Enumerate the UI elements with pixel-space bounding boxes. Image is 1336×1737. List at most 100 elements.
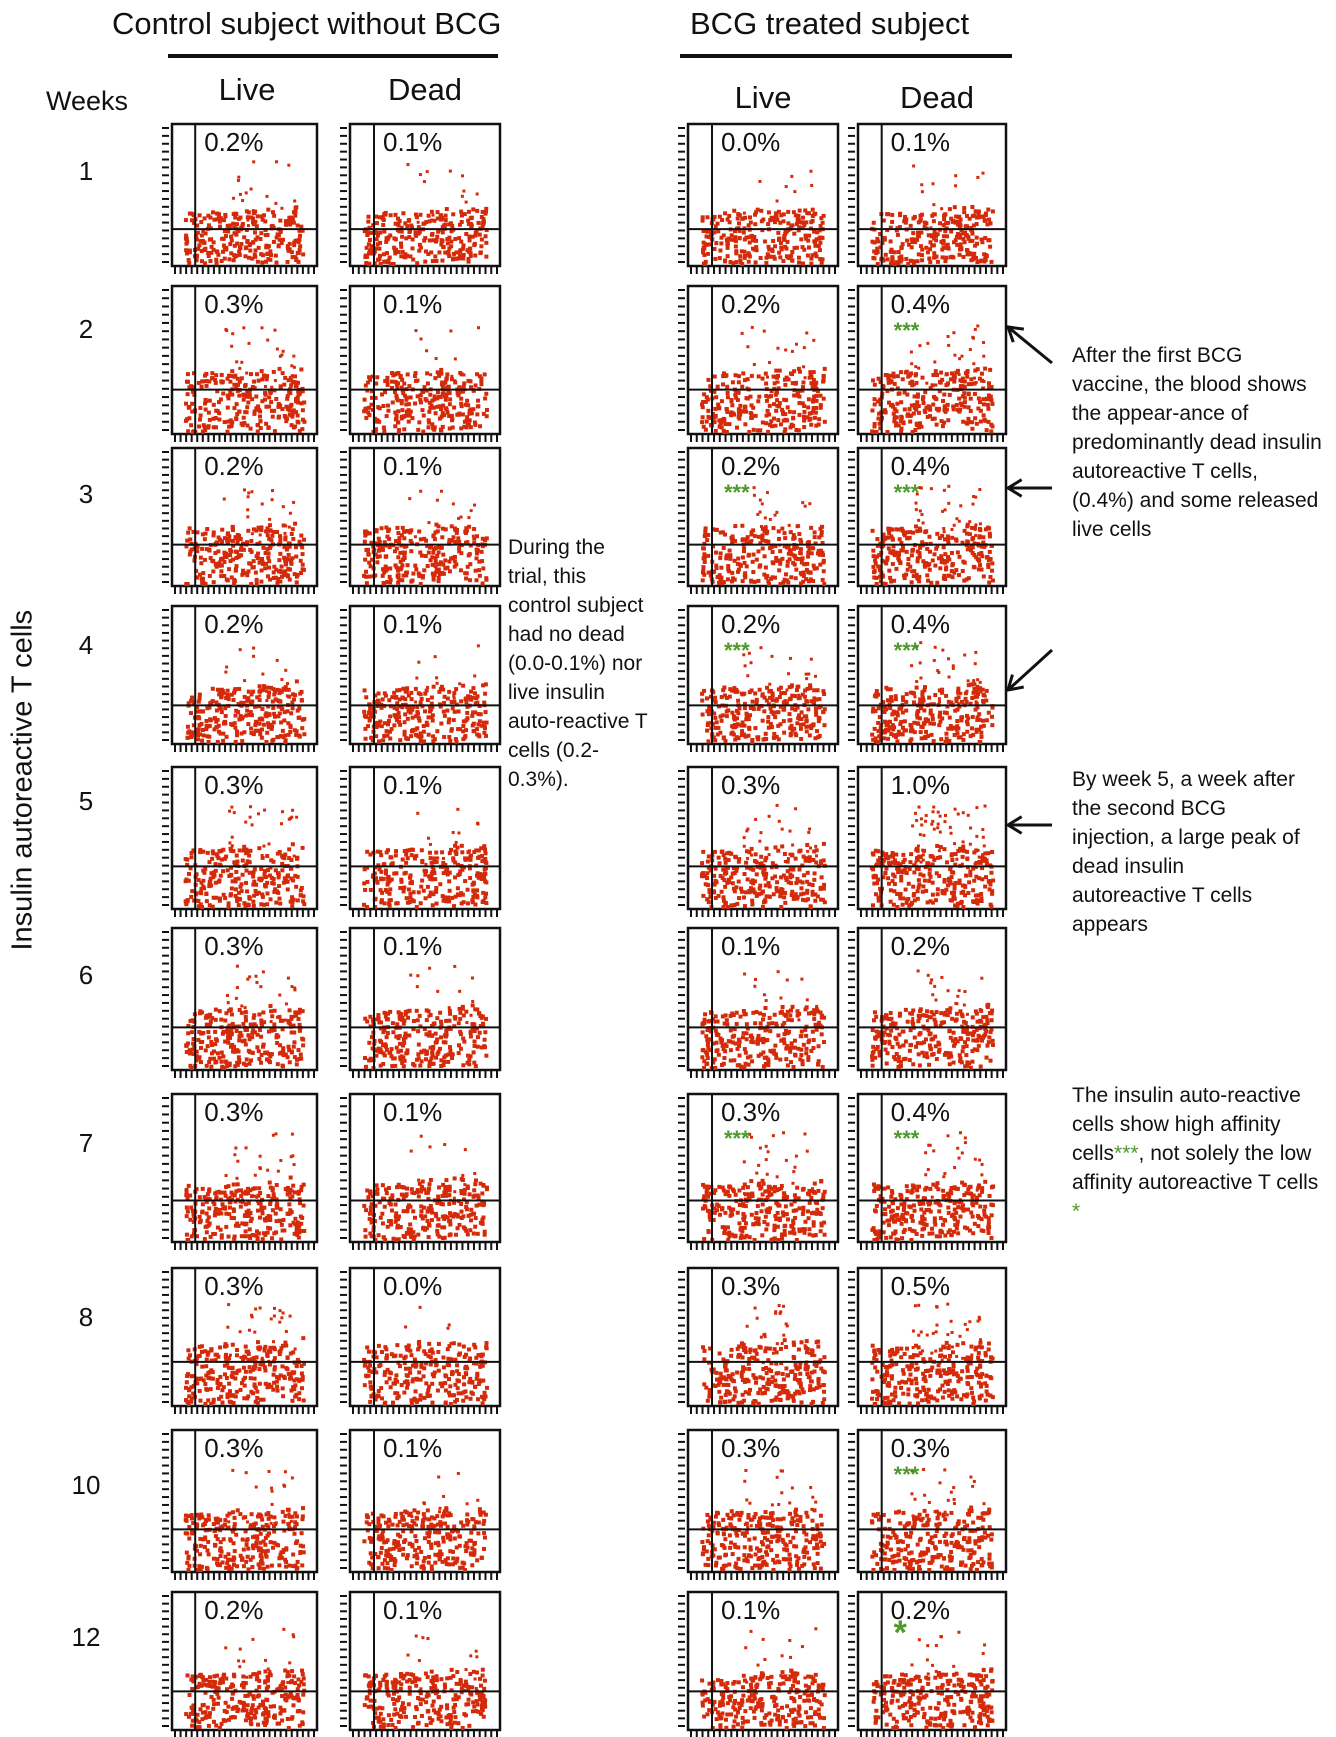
event-dot <box>292 354 296 358</box>
event-dot <box>459 515 463 519</box>
event-dot <box>224 1029 229 1034</box>
event-dot <box>297 539 302 544</box>
event-dot <box>267 395 272 400</box>
event-dot <box>292 365 296 369</box>
event-dot <box>298 893 303 898</box>
event-dot <box>186 1356 191 1361</box>
event-dot <box>457 549 462 554</box>
event-dot <box>237 1007 242 1012</box>
event-dot <box>411 890 416 895</box>
event-dot <box>430 218 434 222</box>
event-dot <box>219 1394 224 1399</box>
event-dot <box>298 1201 303 1206</box>
event-dot <box>419 848 424 853</box>
event-dot <box>288 723 293 728</box>
event-dot <box>256 1693 261 1698</box>
event-dot <box>262 1365 267 1370</box>
event-dot <box>246 722 251 727</box>
affinity-note-text: The insulin auto-reactive cells show hig… <box>1072 1084 1301 1165</box>
event-dot <box>235 859 240 864</box>
event-dot <box>292 1015 296 1019</box>
event-dot <box>187 552 192 557</box>
dot-cloud <box>185 646 307 744</box>
event-dot <box>423 691 428 696</box>
event-dot <box>207 879 212 884</box>
event-dot <box>247 341 251 345</box>
event-dot <box>255 1235 260 1240</box>
event-dot <box>288 511 292 515</box>
event-dot <box>207 573 212 578</box>
event-dot <box>458 568 463 573</box>
event-dot <box>211 247 216 252</box>
event-dot <box>250 532 254 536</box>
event-dot <box>201 1378 206 1383</box>
event-dot <box>242 488 246 492</box>
event-dot <box>287 1048 292 1053</box>
event-dot <box>267 1362 272 1367</box>
event-dot <box>224 696 229 701</box>
event-dot <box>242 694 247 699</box>
event-dot <box>437 250 442 255</box>
event-dot <box>403 870 408 875</box>
event-dot <box>280 1027 285 1032</box>
dot-plot-panel: 0.2% <box>162 122 319 274</box>
event-dot <box>257 1215 262 1220</box>
event-dot <box>269 253 274 258</box>
event-dot <box>250 1555 255 1560</box>
event-dot <box>249 1523 254 1528</box>
event-dot <box>254 1229 259 1234</box>
event-dot <box>235 1347 240 1352</box>
event-dot <box>433 530 438 535</box>
event-dot <box>414 700 418 704</box>
event-dot <box>432 537 437 542</box>
event-dot <box>208 701 213 706</box>
event-dot <box>281 505 285 509</box>
event-dot <box>387 879 392 884</box>
event-dot <box>250 1232 255 1237</box>
event-dot <box>383 379 388 384</box>
event-dot <box>245 394 250 399</box>
event-dot <box>422 568 427 573</box>
event-dot <box>441 552 446 557</box>
event-dot <box>406 163 410 167</box>
event-dot <box>364 581 369 586</box>
event-dot <box>249 1194 254 1199</box>
event-dot <box>183 857 188 862</box>
event-dot <box>281 880 286 885</box>
event-dot <box>241 397 246 402</box>
event-dot <box>211 1522 216 1527</box>
event-dot <box>422 180 426 184</box>
event-dot <box>235 1062 240 1067</box>
event-dot <box>189 547 194 552</box>
event-dot <box>256 1049 261 1054</box>
event-dot <box>229 692 234 697</box>
event-dot <box>234 550 239 555</box>
event-dot <box>411 571 416 576</box>
event-dot <box>269 1052 274 1057</box>
event-dot <box>278 699 283 704</box>
event-dot <box>426 425 431 430</box>
event-dot <box>440 411 445 416</box>
event-dot <box>242 1221 247 1226</box>
event-dot <box>424 538 429 543</box>
event-dot <box>292 1030 297 1035</box>
event-dot <box>479 379 484 384</box>
event-dot <box>226 1040 231 1045</box>
event-dot <box>480 581 485 586</box>
event-dot <box>377 246 382 251</box>
event-dot <box>222 573 227 578</box>
event-dot <box>423 554 428 559</box>
event-dot <box>279 706 284 711</box>
event-dot <box>472 243 477 248</box>
event-dot <box>442 700 447 705</box>
event-dot <box>440 850 445 855</box>
event-dot <box>285 1185 290 1190</box>
event-dot <box>216 856 221 861</box>
event-dot <box>204 899 209 904</box>
event-dot <box>420 408 425 413</box>
event-dot <box>400 234 405 239</box>
event-dot <box>466 259 471 264</box>
event-dot <box>216 1211 221 1216</box>
event-dot <box>290 1398 295 1403</box>
event-dot <box>290 411 295 416</box>
